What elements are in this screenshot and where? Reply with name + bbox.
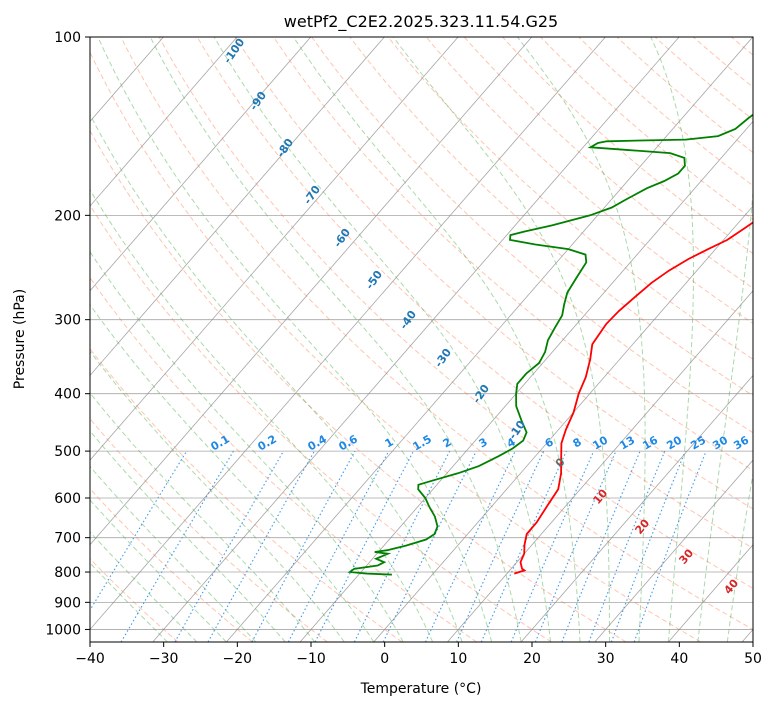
- isotherm-line: [226, 37, 753, 642]
- moist-adiabat: [90, 188, 434, 642]
- isotherm-line: [90, 37, 459, 461]
- isotherm-line: [90, 37, 385, 377]
- dry-adiabat: [120, 37, 753, 630]
- moist-adiabat: [97, 37, 493, 642]
- moist-adiabat: [517, 37, 646, 642]
- mixing-ratio-line: [480, 450, 567, 642]
- moist-adiabat: [90, 113, 463, 642]
- isotherm-line: [447, 290, 753, 642]
- y-tick-label: 200: [54, 208, 81, 224]
- mixing-ratio-line: [456, 450, 545, 642]
- mixing-ratio-line: [314, 450, 414, 642]
- moist-adiabat: [650, 37, 694, 642]
- mixing-ratio-line: [510, 450, 595, 642]
- isotherm-line: [299, 120, 753, 642]
- y-tick-label: 900: [54, 595, 81, 611]
- chart-title: wetPf2_C2E2.2025.323.11.54.G25: [284, 12, 558, 32]
- moist-adiabat: [392, 37, 610, 642]
- isotherm-line: [90, 37, 238, 207]
- dry-adiabat: [90, 418, 328, 642]
- y-tick-label: 1000: [45, 622, 81, 638]
- moist-adiabat: [90, 430, 286, 642]
- mixing-ratio-line: [424, 450, 516, 642]
- x-tick-label: −10: [296, 651, 326, 667]
- moist-adiabat: [90, 562, 168, 642]
- moist-adiabat: [90, 531, 198, 642]
- isotherm-line: [520, 374, 753, 642]
- plot-frame: [89, 36, 754, 643]
- y-tick-label: 400: [54, 387, 81, 403]
- y-tick-label: 700: [54, 531, 81, 547]
- dry-adiabat: [234, 37, 753, 510]
- y-tick-label: 300: [54, 313, 81, 329]
- isotherm-line: [152, 37, 680, 642]
- y-axis-label: Pressure (hPa): [12, 289, 28, 389]
- moist-adiabat: [90, 465, 257, 642]
- moist-adiabat: [697, 186, 753, 642]
- mixing-ratio-line: [382, 450, 477, 642]
- x-tick-label: 0: [380, 651, 389, 667]
- x-tick-label: 30: [597, 651, 615, 667]
- mixing-ratio-line: [90, 450, 188, 612]
- isotherm-line: [90, 37, 606, 631]
- mixing-ratio-line: [610, 450, 686, 642]
- x-tick-label: 10: [449, 651, 467, 667]
- dry-adiabat: [90, 488, 253, 642]
- y-tick-label: 100: [54, 30, 81, 46]
- moist-adiabat: [90, 392, 316, 642]
- y-tick-label: 800: [54, 565, 81, 581]
- moist-adiabat: [90, 499, 227, 642]
- x-tick-label: −40: [75, 651, 105, 667]
- dewpoint-profile: [347, 113, 753, 576]
- moist-adiabat: [90, 303, 375, 642]
- dry-adiabat: [90, 204, 552, 642]
- mixing-ratio-line: [588, 450, 666, 642]
- y-tick-label: 500: [54, 444, 81, 460]
- temperature-profile: [514, 221, 753, 575]
- y-tick-label: 600: [54, 491, 81, 507]
- dry-adiabat: [90, 51, 702, 642]
- x-tick-label: −30: [149, 651, 179, 667]
- dry-adiabat: [311, 37, 753, 434]
- dry-adiabat: [158, 37, 753, 589]
- mixing-ratio-line: [120, 450, 234, 642]
- moist-adiabat: [149, 37, 522, 642]
- mixing-ratio-line: [287, 450, 390, 642]
- isotherm-line: [90, 37, 533, 546]
- moist-adiabat: [213, 37, 551, 642]
- mixing-ratio-line: [353, 450, 451, 642]
- isotherm-line: [373, 205, 753, 642]
- isotherm-line: [594, 459, 753, 642]
- x-axis-label: Temperature (°C): [360, 681, 482, 697]
- moist-adiabat: [292, 37, 581, 642]
- x-tick-label: 20: [523, 651, 541, 667]
- dry-adiabat: [90, 277, 477, 642]
- moist-adiabat: [726, 470, 753, 642]
- mixing-ratio-line: [534, 450, 617, 642]
- x-tick-label: 40: [670, 651, 688, 667]
- isotherm-line: [90, 37, 312, 292]
- x-tick-label: 50: [744, 651, 762, 667]
- x-tick-label: −20: [223, 651, 253, 667]
- mixing-ratio-line: [633, 450, 707, 642]
- mixing-ratio-line: [251, 450, 356, 642]
- dry-adiabat: [425, 37, 753, 325]
- dry-adiabat: [349, 37, 753, 397]
- dry-adiabat: [463, 37, 753, 289]
